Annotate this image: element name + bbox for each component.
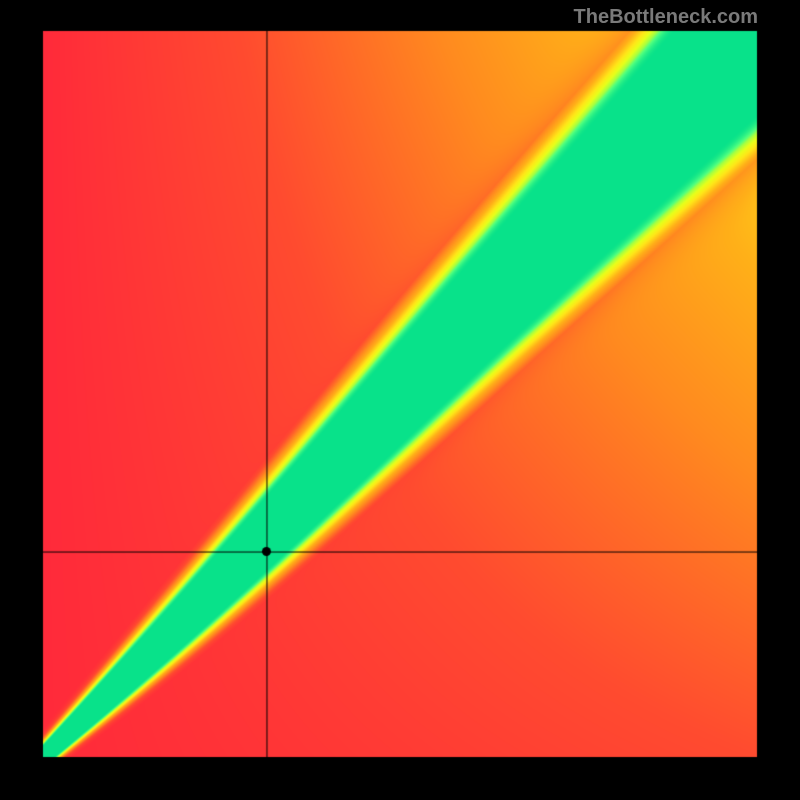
bottleneck-heatmap xyxy=(0,0,800,800)
heatmap-container: TheBottleneck.com xyxy=(0,0,800,800)
watermark-text: TheBottleneck.com xyxy=(574,6,758,29)
